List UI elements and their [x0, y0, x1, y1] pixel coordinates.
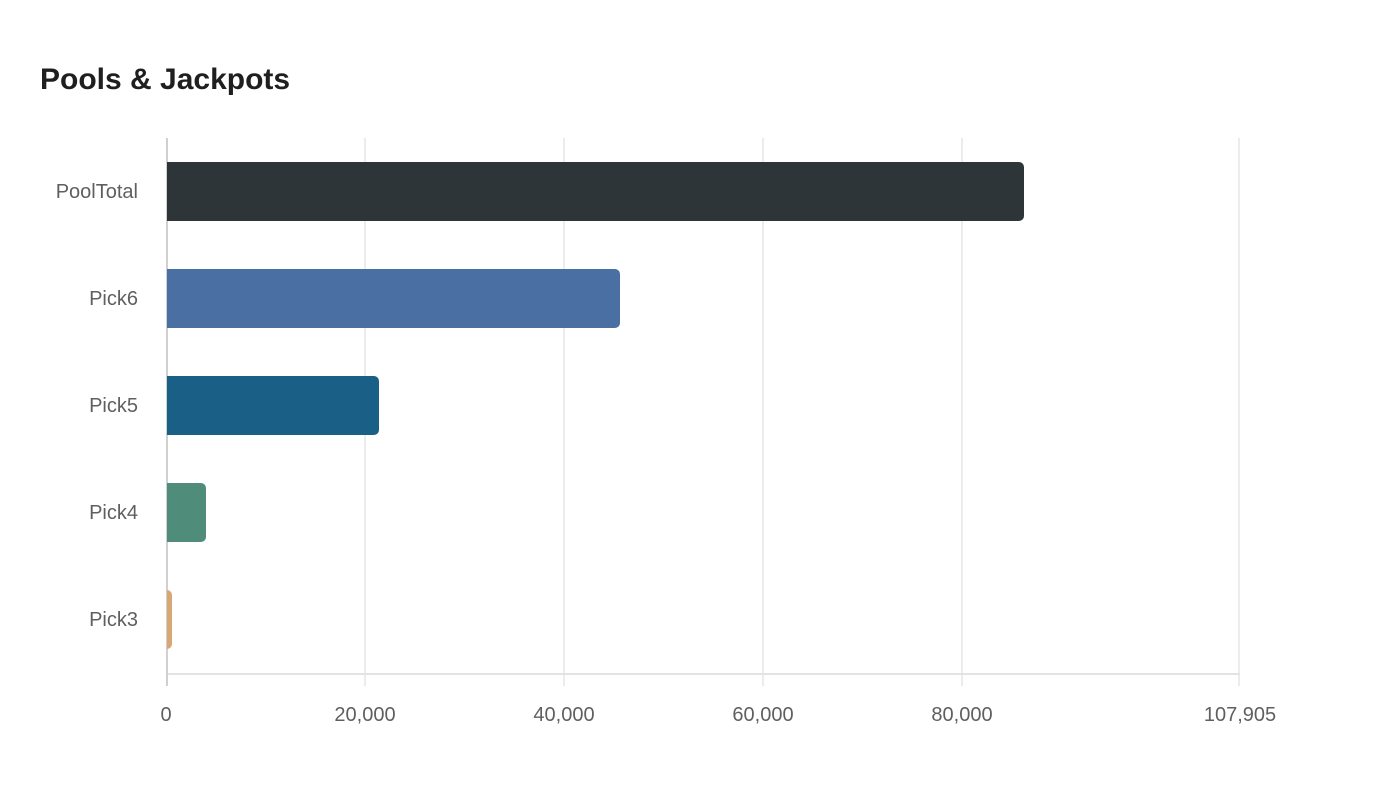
y-label-pick5: Pick5: [89, 395, 138, 417]
x-tick-label: 0: [160, 704, 172, 726]
chart-title: Pools & Jackpots: [40, 63, 291, 96]
bar-pooltotal[interactable]: 86,324: [167, 162, 1083, 221]
x-tick-label: 60,000: [732, 704, 794, 726]
gridline: [762, 138, 764, 686]
gridline: [961, 138, 963, 686]
x-tick-label: 107,905: [1203, 704, 1277, 726]
x-tick-label: 40,000: [533, 704, 595, 726]
y-label-pick3: Pick3: [89, 609, 138, 631]
plot-area: 86,324 45,650 21,400 4,000 580: [166, 138, 1240, 686]
bar-pick6[interactable]: 45,650: [167, 269, 679, 328]
bar-pick4[interactable]: 4,000: [167, 483, 255, 542]
bar-pick3[interactable]: 580: [167, 590, 206, 649]
y-label-pooltotal: PoolTotal: [55, 181, 138, 203]
x-tick-label: 80,000: [931, 704, 993, 726]
x-axis-line: [166, 673, 1240, 675]
gridline: [1238, 138, 1240, 686]
y-label-pick6: Pick6: [89, 288, 138, 310]
y-label-pick4: Pick4: [89, 502, 138, 524]
gridline: [563, 138, 565, 686]
bar-pick5[interactable]: 21,400: [167, 376, 438, 435]
x-tick-label: 20,000: [334, 704, 396, 726]
